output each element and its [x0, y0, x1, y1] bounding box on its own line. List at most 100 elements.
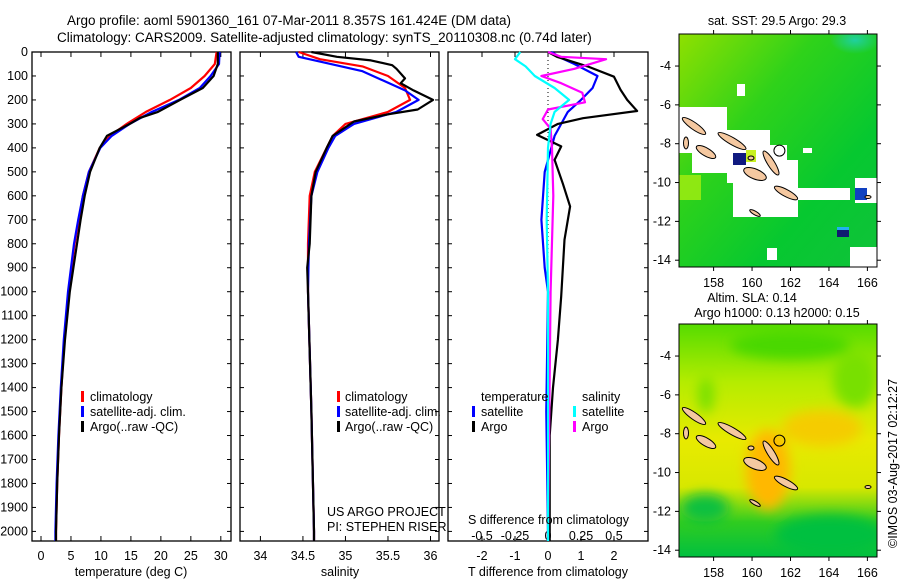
- x-tick-label: 36: [424, 549, 438, 563]
- depth-tick-label: 1500: [0, 405, 28, 419]
- legend-swatch-salinity-argo: [573, 421, 576, 432]
- lon-tick-label: 164: [819, 566, 840, 580]
- lat-tick-label: -8: [660, 427, 671, 441]
- legend-label-satellite: satellite-adj. clim.: [90, 405, 186, 419]
- lat-tick-label: -8: [660, 137, 671, 151]
- lat-tick-label: -6: [660, 98, 671, 112]
- sst-map-frame: [678, 33, 878, 268]
- legend-swatch-climatology: [337, 391, 340, 402]
- salinity-profile-panel: 34 34.5 35 35.5 36: [239, 50, 440, 563]
- temperature-climatology-line: [54, 51, 218, 541]
- lat-tick-label: -4: [660, 59, 671, 73]
- depth-tick-label: 300: [7, 117, 28, 131]
- argo-float-position-marker: [773, 144, 786, 157]
- x-tick-label: 30: [214, 549, 228, 563]
- x-tick-label: 2: [611, 549, 618, 563]
- legend-swatch-satellite: [81, 406, 84, 417]
- depth-tick-label: 1000: [0, 285, 28, 299]
- t-difference-xlabel: T difference from climatology: [468, 565, 629, 579]
- lat-tick-label: -12: [653, 214, 671, 228]
- temperature-profile-panel: 0100200300400500600700800900100011001200…: [0, 45, 232, 563]
- sst-field: [679, 34, 877, 267]
- depth-tick-label: 600: [7, 189, 28, 203]
- s-x-tick-label: 0.25: [569, 529, 593, 543]
- sla-map-subtitle: Argo h1000: 0.13 h2000: 0.15: [694, 306, 859, 320]
- sla-field: [679, 324, 877, 557]
- argo-float-position-marker: [773, 434, 786, 447]
- difference-temperature-argo-line: [535, 51, 639, 541]
- x-tick-label: 25: [184, 549, 198, 563]
- depth-tick-label: 400: [7, 141, 28, 155]
- plot-frame: [31, 51, 232, 542]
- lon-tick-label: 162: [780, 276, 801, 290]
- x-tick-label: 0: [38, 549, 45, 563]
- depth-tick-label: 100: [7, 69, 28, 83]
- depth-tick-label: 200: [7, 93, 28, 107]
- legend-swatch-argo: [337, 421, 340, 432]
- sla-map: Altim. SLA: 0.14 Argo h1000: 0.13 h2000:…: [653, 291, 881, 580]
- s-difference-xlabel: S difference from climatology: [468, 513, 630, 527]
- s-x-tick-label: -0.5: [471, 529, 493, 543]
- legend-label-climatology: climatology: [90, 390, 153, 404]
- sla-map-frame: [678, 323, 878, 558]
- x-tick-label: 20: [154, 549, 168, 563]
- legend-swatch-temperature-satellite: [472, 406, 475, 417]
- lon-tick-label: 160: [742, 276, 763, 290]
- x-tick-label: 15: [124, 549, 138, 563]
- lat-tick-label: -6: [660, 388, 671, 402]
- legend-swatch-salinity-satellite: [573, 406, 576, 417]
- depth-tick-label: 2000: [0, 524, 28, 538]
- s-x-tick-label: -0.25: [501, 529, 530, 543]
- x-tick-label: -2: [476, 549, 487, 563]
- figure-title-line2: Climatology: CARS2009. Satellite-adjuste…: [57, 30, 592, 45]
- salinity-argo-raw-qc-line: [306, 50, 435, 541]
- legend-label-climatology: climatology: [345, 390, 408, 404]
- x-tick-label: -1: [509, 549, 520, 563]
- depth-tick-label: 1200: [0, 333, 28, 347]
- depth-tick-label: 1300: [0, 357, 28, 371]
- legend-label-salinity-satellite: satellite: [582, 405, 624, 419]
- depth-tick-label: 0: [21, 45, 28, 59]
- sst-map: sat. SST: 29.5 Argo: 29.3 158 160 162 164 16…: [653, 14, 881, 290]
- project-label: US ARGO PROJECT: [327, 505, 446, 519]
- depth-tick-label: 1800: [0, 476, 28, 490]
- pi-label: PI: STEPHEN RISER: [327, 520, 446, 534]
- depth-tick-label: 1100: [1, 309, 28, 323]
- sst-map-title: sat. SST: 29.5 Argo: 29.3: [708, 14, 846, 28]
- x-tick-label: 34: [253, 549, 267, 563]
- temperature-xlabel: temperature (deg C): [75, 565, 188, 579]
- legend-label-temperature-argo: Argo: [481, 420, 507, 434]
- depth-tick-label: 1600: [0, 429, 28, 443]
- salinity-satellite-adj-clim-line: [295, 51, 420, 541]
- temperature-legend: climatology satellite-adj. clim. Argo(..…: [81, 390, 186, 434]
- lat-tick-label: -10: [653, 176, 671, 190]
- legend-swatch-argo: [81, 421, 84, 432]
- x-tick-label: 5: [67, 549, 74, 563]
- figure-title-line1: Argo profile: aoml 5901360_161 07-Mar-20…: [67, 13, 511, 28]
- salinity-climatology-line: [298, 50, 412, 541]
- lat-tick-label: -14: [653, 543, 671, 557]
- legend-label-salinity-argo: Argo: [582, 420, 608, 434]
- legend-swatch-climatology: [81, 391, 84, 402]
- x-tick-label: 35.5: [376, 549, 400, 563]
- x-tick-label: 35: [338, 549, 352, 563]
- depth-tick-label: 1400: [0, 381, 28, 395]
- salinity-xlabel: salinity: [321, 565, 360, 579]
- difference-salinity-satellite-line: [513, 51, 571, 541]
- s-x-tick-label: 0.5: [605, 529, 622, 543]
- x-tick-label: 10: [94, 549, 108, 563]
- salinity-legend: climatology satellite-adj. clim. Argo(..…: [337, 390, 441, 434]
- legend-label-temperature-satellite: satellite: [481, 405, 523, 419]
- legend-title-salinity: salinity: [582, 390, 621, 404]
- lon-tick-label: 158: [703, 276, 724, 290]
- lon-tick-label: 158: [703, 566, 724, 580]
- sla-map-title: Altim. SLA: 0.14: [707, 291, 797, 305]
- lat-tick-label: -12: [653, 504, 671, 518]
- depth-tick-label: 1900: [0, 500, 28, 514]
- legend-swatch-temperature-argo: [472, 421, 475, 432]
- lon-tick-label: 164: [819, 276, 840, 290]
- x-tick-label: 0: [545, 549, 552, 563]
